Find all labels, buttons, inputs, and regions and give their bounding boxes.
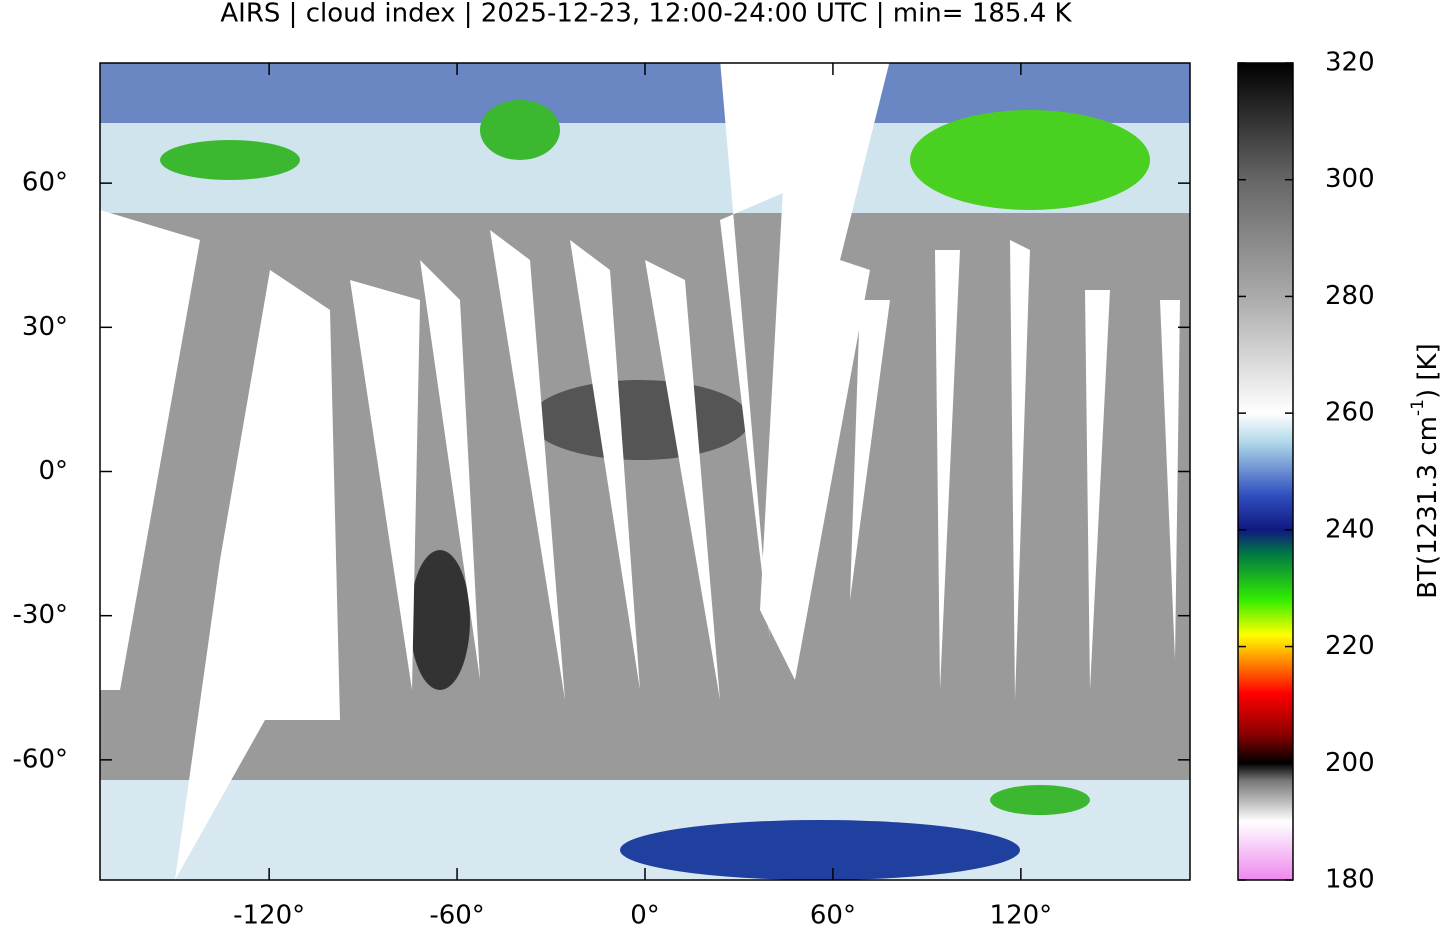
y-tick-label: -60° <box>13 744 68 774</box>
map-image <box>100 63 1190 880</box>
y-tick-label: 0° <box>38 456 68 486</box>
colorbar-tick-label: 240 <box>1325 514 1375 544</box>
y-tick-label: 60° <box>22 168 68 198</box>
x-tick-label: 0° <box>630 901 660 930</box>
x-tick-label: -60° <box>429 901 484 930</box>
colorbar-tick-label: 300 <box>1325 164 1375 194</box>
colorbar-label-sup: -1 <box>1408 399 1428 416</box>
colorbar-tick-label: 260 <box>1325 398 1375 428</box>
colorbar-tick-label: 220 <box>1325 631 1375 661</box>
colorbar-label: BT(1231.3 cm-1) [K] <box>1408 343 1442 598</box>
colorbar-tick-label: 180 <box>1325 865 1375 895</box>
colorbar-label-part: ) [K] <box>1413 343 1442 399</box>
colorbar-tick-label: 320 <box>1325 48 1375 78</box>
colorbar <box>1237 62 1294 881</box>
colorbar-label-part: BT(1231.3 cm <box>1413 416 1442 599</box>
colorbar-tick-label: 200 <box>1325 748 1375 778</box>
map-title: AIRS | cloud index | 2025-12-23, 12:00-2… <box>220 0 1072 29</box>
y-tick-label: 30° <box>22 312 68 342</box>
x-tick-label: 60° <box>810 901 856 930</box>
colorbar-tick-label: 280 <box>1325 281 1375 311</box>
x-tick-label: -120° <box>233 901 305 930</box>
x-tick-label: 120° <box>990 901 1053 930</box>
y-tick-label: -30° <box>13 600 68 630</box>
